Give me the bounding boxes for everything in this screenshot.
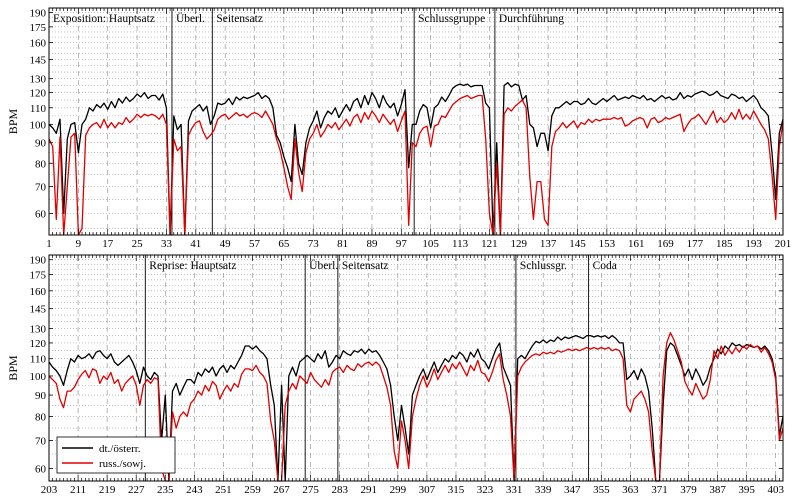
x-tick-label: 185: [716, 238, 733, 250]
x-tick-label: 323: [477, 484, 494, 496]
x-tick-label: 339: [535, 484, 552, 496]
x-tick-label: 251: [215, 484, 232, 496]
x-tick-label: 259: [244, 484, 261, 496]
x-tick-label: 25: [132, 238, 144, 250]
x-tick-label: 315: [448, 484, 465, 496]
y-tick-label: 90: [35, 138, 47, 150]
x-tick-label: 291: [361, 484, 378, 496]
chart-panel-2: Reprise: Hauptsatz Überl. Seitensatz Schlus…: [6, 254, 784, 496]
y-tick-label: 60: [35, 208, 47, 220]
y-axis-label: BPM: [6, 109, 20, 135]
x-tick-label: 145: [569, 238, 586, 250]
y-tick-label: 190: [30, 255, 47, 267]
x-tick-label: 41: [190, 238, 201, 250]
section-label: Seitensatz: [342, 260, 389, 272]
y-tick-label: 100: [30, 371, 47, 383]
y-tick-label: 130: [30, 323, 47, 335]
series-line: [48, 94, 784, 236]
x-tick-label: 347: [564, 484, 581, 496]
x-tick-label: 65: [278, 238, 290, 250]
y-tick-label: 80: [35, 411, 47, 423]
x-tick-label: 137: [540, 238, 557, 250]
y-tick-label: 80: [35, 158, 47, 170]
x-tick-label: 219: [99, 484, 116, 496]
x-tick-label: 201: [775, 238, 792, 250]
x-tick-label: 331: [506, 484, 523, 496]
x-tick-label: 161: [628, 238, 645, 250]
x-tick-label: 403: [767, 484, 784, 496]
x-tick-label: 177: [687, 238, 704, 250]
legend-label: dt./österr.: [99, 443, 141, 455]
y-tick-label: 130: [30, 74, 47, 86]
x-tick-label: 169: [657, 238, 674, 250]
y-tick-label: 145: [30, 304, 47, 316]
y-tick-label: 60: [35, 464, 47, 476]
x-tick-label: 33: [161, 238, 173, 250]
y-tick-label: 90: [35, 390, 47, 402]
y-tick-label: 190: [30, 8, 47, 20]
x-tick-label: 211: [70, 484, 86, 496]
x-tick-label: 57: [249, 238, 261, 250]
section-label: Schlussgruppe: [418, 13, 485, 25]
y-tick-label: 175: [30, 270, 47, 282]
x-tick-label: 355: [593, 484, 610, 496]
x-tick-label: 235: [157, 484, 174, 496]
x-tick-label: 267: [273, 484, 290, 496]
x-tick-label: 227: [128, 484, 145, 496]
section-label: Exposition: Hauptsatz: [53, 13, 155, 25]
y-tick-label: 120: [30, 88, 47, 100]
y-axis-label: BPM: [6, 355, 20, 381]
x-tick-label: 193: [745, 238, 762, 250]
x-tick-label: 395: [738, 484, 755, 496]
y-tick-label: 160: [30, 37, 47, 49]
y-tick-label: 145: [30, 55, 47, 67]
plot-area: [49, 8, 783, 235]
y-tick-label: 70: [35, 436, 47, 448]
y-tick-label: 175: [30, 22, 47, 34]
section-label: Coda: [593, 260, 617, 272]
y-tick-label: 160: [30, 286, 47, 298]
section-label: Schlussgr.: [520, 260, 567, 272]
legend-box: [56, 436, 176, 474]
x-tick-label: 371: [651, 484, 668, 496]
x-tick-label: 387: [709, 484, 726, 496]
x-tick-label: 153: [599, 238, 616, 250]
x-tick-label: 113: [452, 238, 469, 250]
chart-panel-1: Exposition: Hauptsatz Überl. Seitensatz Sch…: [6, 7, 792, 250]
x-tick-label: 379: [680, 484, 697, 496]
section-label: Seitensatz: [216, 13, 263, 25]
y-tick-label: 120: [30, 338, 47, 350]
x-tick-label: 307: [419, 484, 436, 496]
x-tick-label: 299: [390, 484, 407, 496]
x-tick-label: 89: [366, 238, 378, 250]
x-tick-label: 105: [422, 238, 439, 250]
x-tick-label: 363: [622, 484, 639, 496]
x-tick-label: 1: [46, 238, 52, 250]
y-tick-label: 110: [30, 103, 47, 115]
x-tick-label: 17: [102, 238, 114, 250]
x-tick-label: 275: [302, 484, 319, 496]
y-tick-label: 100: [30, 119, 47, 131]
x-tick-label: 49: [220, 238, 232, 250]
x-tick-label: 243: [186, 484, 203, 496]
series-line: [48, 332, 784, 482]
x-tick-label: 9: [76, 238, 82, 250]
x-tick-label: 81: [337, 238, 348, 250]
legend-label: russ./sowj.: [99, 458, 146, 470]
y-tick-label: 110: [30, 354, 47, 366]
x-tick-label: 73: [308, 238, 320, 250]
x-tick-label: 283: [331, 484, 348, 496]
x-tick-label: 129: [511, 238, 528, 250]
x-tick-label: 203: [41, 484, 58, 496]
section-label: Durchführung: [499, 13, 564, 25]
section-label: Reprise: Hauptsatz: [149, 260, 236, 272]
section-label: Überl.: [309, 258, 338, 272]
section-label: Überl.: [176, 11, 205, 25]
x-tick-label: 121: [481, 238, 498, 250]
y-tick-label: 70: [35, 182, 47, 194]
x-tick-label: 97: [396, 238, 408, 250]
